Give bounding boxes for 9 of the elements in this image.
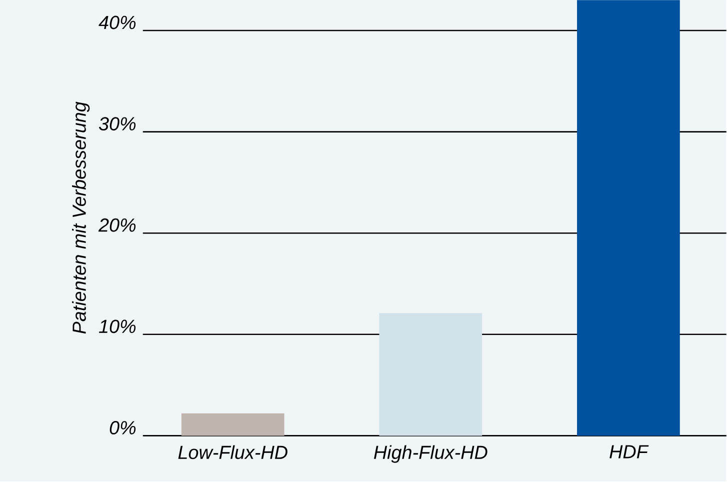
y-tick-label: 30% [98,117,136,131]
x-tick-label: High-Flux-HD [374,445,488,464]
y-tick-label: 10% [99,320,136,334]
x-tick-label: HDF [610,445,649,458]
x-tick-label: Low-Flux-HD [178,445,288,460]
y-tick-label: 40% [98,16,136,30]
y-axis-title: Patienten mit Verbesserung [72,102,90,334]
y-tick-label: 0% [110,421,136,435]
y-tick-label: 20% [98,218,136,232]
